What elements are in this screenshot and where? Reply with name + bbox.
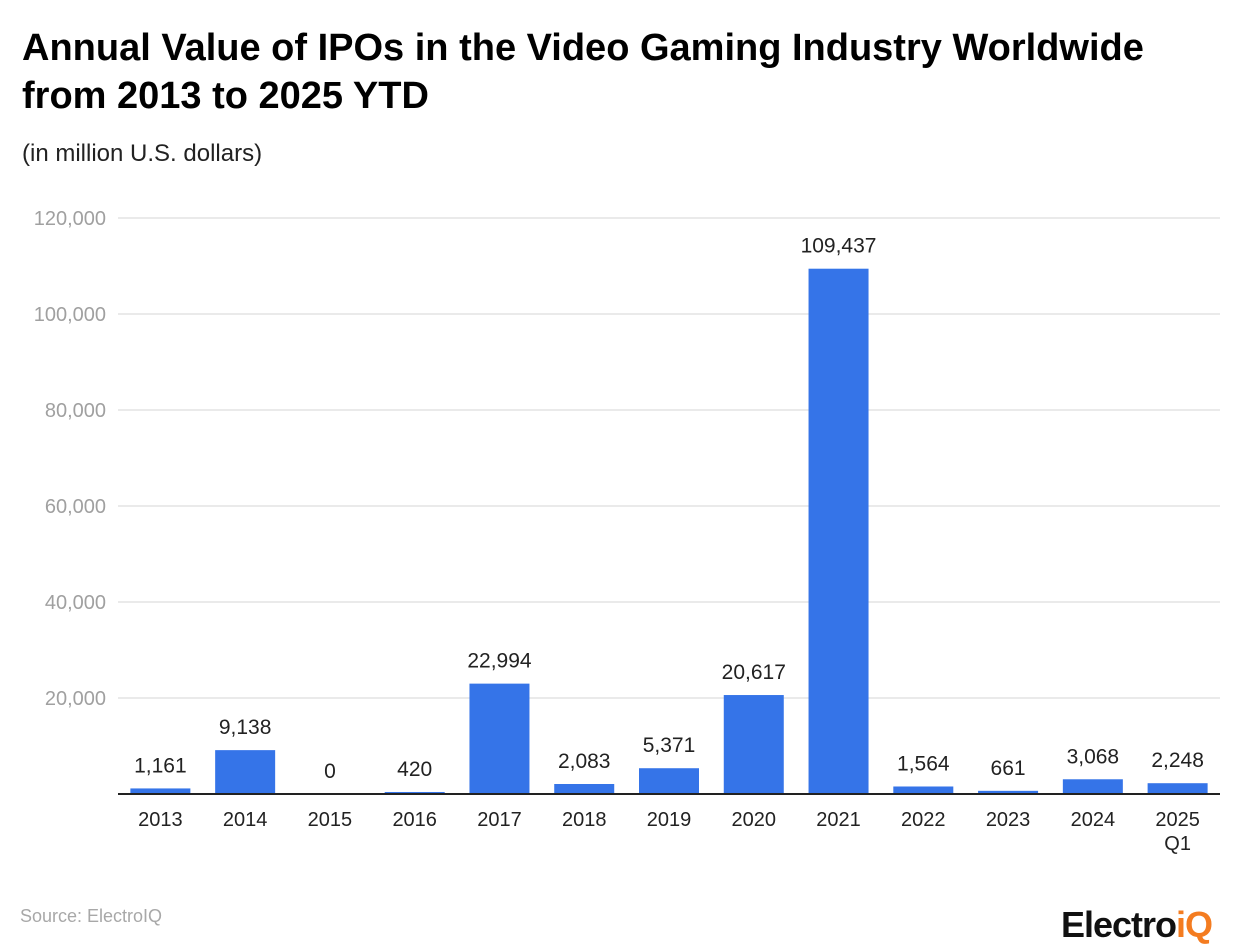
data-label: 2,083 xyxy=(558,750,611,773)
x-axis-ticks: 2013 2014 2015 2016 2017 2018 2019 2020 2021 2022… xyxy=(138,809,1200,855)
logo-text-accent: iQ xyxy=(1175,904,1213,945)
chart-subtitle: (in million U.S. dollars) xyxy=(22,140,263,167)
bar xyxy=(554,784,615,794)
bar xyxy=(384,791,445,794)
bar xyxy=(215,750,276,794)
data-label: 1,161 xyxy=(134,754,187,777)
x-tick-label: 2018 xyxy=(562,809,607,831)
x-tick-label: 2020 xyxy=(732,809,777,831)
chart-title: Annual Value of IPOs in the Video Gaming… xyxy=(22,27,1144,117)
data-label: 22,994 xyxy=(467,650,532,673)
bar xyxy=(1062,779,1123,794)
data-label: 1,564 xyxy=(897,752,950,775)
y-tick-label: 100,000 xyxy=(34,304,106,326)
data-label: 3,068 xyxy=(1067,745,1120,768)
y-tick-label: 120,000 xyxy=(34,208,106,230)
data-label: 5,371 xyxy=(643,734,696,757)
data-label: 2,248 xyxy=(1151,749,1204,772)
data-label: 20,617 xyxy=(722,661,786,684)
electroiq-logo: ElectroiQ xyxy=(1060,904,1213,946)
bar xyxy=(723,695,784,794)
bar xyxy=(808,268,869,794)
y-tick-label: 60,000 xyxy=(45,496,106,518)
bar xyxy=(893,786,954,794)
bar xyxy=(469,683,530,794)
bar xyxy=(1147,783,1208,794)
data-labels: 1,161 9,138 0 420 22,994 2,083 5,371 20,617 109,… xyxy=(134,235,1204,783)
bars xyxy=(130,268,1208,794)
logo-text-main: Electro xyxy=(1060,904,1177,945)
bar xyxy=(130,788,191,794)
x-tick-label: 2024 xyxy=(1071,809,1116,831)
x-tick-label: 2017 xyxy=(477,809,522,831)
x-tick-label: 2022 xyxy=(901,809,946,831)
y-tick-label: 20,000 xyxy=(45,688,106,710)
data-label: 0 xyxy=(324,760,336,783)
x-tick-label: 2013 xyxy=(138,809,183,831)
data-label: 9,138 xyxy=(219,716,272,739)
y-tick-label: 80,000 xyxy=(45,400,106,422)
gridlines: 20,000 40,000 60,000 80,000 100,000 120,000 xyxy=(34,208,1220,710)
bar xyxy=(978,790,1039,794)
bar xyxy=(639,768,699,794)
x-tick-label: 2021 xyxy=(816,809,861,831)
bar-chart: 20,000 40,000 60,000 80,000 100,000 120,000 1… xyxy=(34,208,1220,855)
data-label: 661 xyxy=(991,757,1026,780)
x-tick-label: 2023 xyxy=(986,809,1031,831)
x-tick-label: 2025 Q1 xyxy=(1155,809,1200,855)
y-tick-label: 40,000 xyxy=(45,592,106,614)
data-label: 420 xyxy=(397,758,432,781)
data-label: 109,437 xyxy=(801,235,877,258)
x-tick-label: 2016 xyxy=(392,809,437,831)
x-tick-label: 2015 xyxy=(308,809,353,831)
x-tick-label: 2014 xyxy=(223,809,268,831)
source-note: Source: ElectroIQ xyxy=(20,906,163,926)
x-tick-label: 2019 xyxy=(647,809,692,831)
